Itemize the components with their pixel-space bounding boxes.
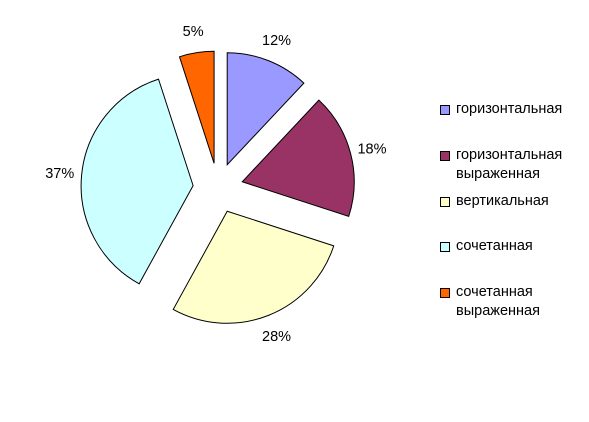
data-label-vertical: 28% [262, 329, 291, 345]
legend-item-horizontal: горизонтальная [440, 100, 562, 119]
legend-label: горизонтальная [456, 101, 563, 117]
legend-label: вертикальная [456, 193, 549, 209]
pie-slice-combined [80, 78, 194, 285]
legend-item-vertical: вертикальная [440, 192, 549, 211]
pie-slice-horizontal-pronounced [241, 99, 355, 218]
pie-slice-horizontal [226, 52, 305, 167]
legend-swatch [440, 242, 450, 252]
pie-slice-combined-pronounced [178, 50, 215, 164]
legend-label: сочетанная выраженная [456, 284, 540, 319]
data-label-horizontal: 12% [262, 33, 291, 49]
data-label-combined: 37% [45, 166, 74, 182]
legend-label: горизонтальная выраженная [456, 147, 563, 182]
legend-item-horizontal-pronounced: горизонтальная выраженная [440, 146, 562, 184]
legend-label: сочетанная [456, 238, 533, 254]
legend-item-combined-pronounced: сочетанная выраженная [440, 283, 540, 321]
pie-slice-vertical [172, 210, 335, 324]
legend-item-combined: сочетанная [440, 237, 533, 256]
legend-swatch [440, 197, 450, 207]
legend-swatch [440, 288, 450, 298]
data-label-horizontal-pronounced: 18% [357, 141, 386, 157]
legend-swatch [440, 105, 450, 115]
legend-swatch [440, 151, 450, 161]
data-label-combined-pronounced: 5% [183, 24, 204, 40]
